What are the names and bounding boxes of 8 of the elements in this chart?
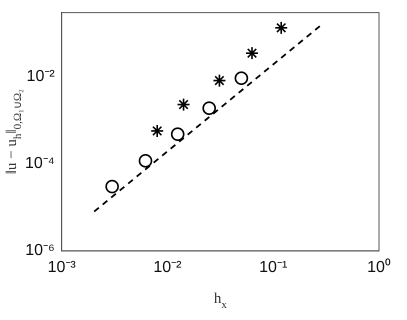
- x-tick-label: 10⁰: [367, 258, 391, 276]
- y-tick-label: 10⁻⁶: [25, 242, 55, 260]
- y-axis-title: ‖u − uh‖0,Ω₁∪Ω₂: [4, 88, 24, 174]
- y-tick-label: 10⁻⁴: [25, 155, 55, 172]
- x-tick-label: 10⁻¹: [259, 258, 288, 276]
- x-tick-label: 10⁻³: [48, 258, 76, 276]
- x-tick-label: 10⁻²: [153, 258, 182, 276]
- y-tick-label: 10⁻²: [26, 68, 56, 86]
